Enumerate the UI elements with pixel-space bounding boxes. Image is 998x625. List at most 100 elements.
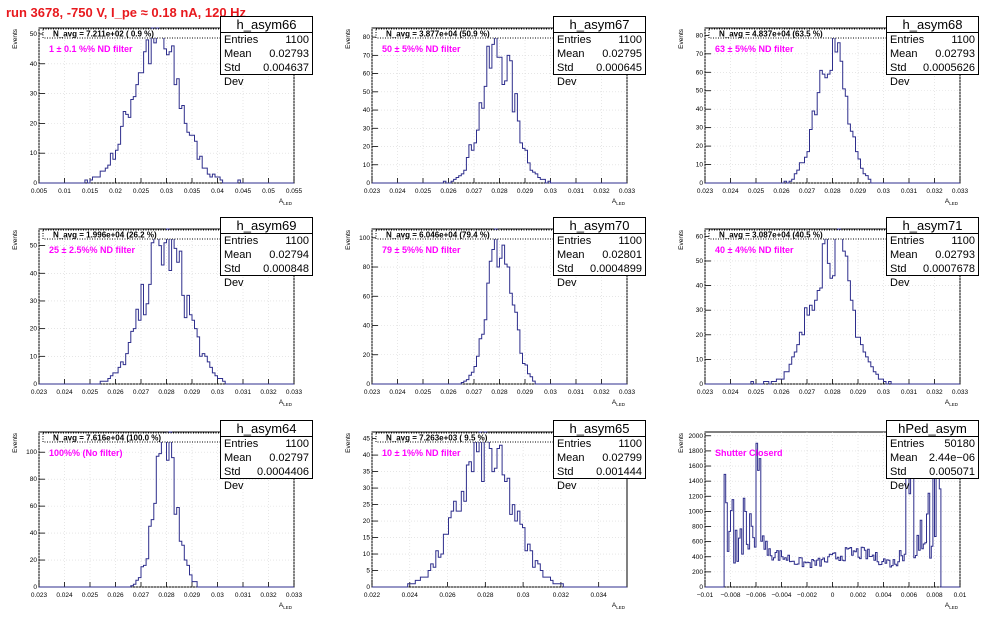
x-tick-label: 0.033 <box>286 592 303 599</box>
y-tick-label: 25 <box>363 502 371 509</box>
stat-value: 1100 <box>951 235 975 247</box>
y-tick-label: 20 <box>30 120 38 127</box>
navg-label: N_avg = 3.087e+04 (40.5 %) <box>719 231 823 240</box>
filter-label: Shutter Closerd <box>715 448 783 458</box>
x-tick-label: 0.027 <box>466 389 483 396</box>
stat-value: 0.004637 <box>263 62 309 74</box>
x-tick-label: 0.025 <box>748 389 765 396</box>
stat-value: 0.02795 <box>602 48 642 60</box>
x-tick-label: 0.04 <box>211 188 224 195</box>
stat-value: 0.02793 <box>269 48 309 60</box>
navg-label: N_avg = 7.263e+03 ( 9.5 %) <box>386 434 488 443</box>
y-tick-label: 60 <box>30 503 38 510</box>
x-tick-label: 0.034 <box>591 592 608 599</box>
x-tick-label: 0.029 <box>517 389 534 396</box>
x-tick-label: 0.023 <box>697 389 714 396</box>
y-axis-label: Events <box>678 229 685 250</box>
x-tick-label: 0.029 <box>850 188 867 195</box>
x-tick-label: 0.024 <box>722 389 739 396</box>
navg-label: N_avg = 1.996e+04 (26.2 %) <box>53 231 157 240</box>
x-tick-label: 0.029 <box>184 592 201 599</box>
navg-label: N_avg = 4.837e+04 (63.5 %) <box>719 30 823 39</box>
y-tick-label: 80 <box>363 34 371 41</box>
stat-value: 0.02793 <box>935 48 975 60</box>
x-tick-label: 0.023 <box>697 188 714 195</box>
x-tick-label: 0.024 <box>56 592 73 599</box>
y-tick-label: 400 <box>692 554 703 561</box>
x-tick-label: 0.01 <box>954 592 967 599</box>
y-tick-label: 20 <box>30 557 38 564</box>
filter-label: 50 ± 5%% ND filter <box>382 44 461 54</box>
stat-key: Std Dev <box>224 62 244 88</box>
y-tick-label: 60 <box>363 71 371 78</box>
stat-key: Entries <box>224 438 259 450</box>
stat-value: 1100 <box>285 34 309 46</box>
y-tick-label: 1000 <box>689 508 704 515</box>
x-tick-label: −0.004 <box>771 592 791 599</box>
x-tick-label: 0.025 <box>82 592 99 599</box>
y-tick-label: 70 <box>363 52 371 59</box>
x-tick-label: 0.008 <box>926 592 943 599</box>
stat-key: Std Dev <box>890 62 910 88</box>
x-tick-label: 0.024 <box>389 188 406 195</box>
histogram-name: h_asym71 <box>887 218 978 234</box>
x-tick-label: 0.025 <box>82 389 99 396</box>
stat-value: 50180 <box>944 438 975 450</box>
stat-value: 0.0005626 <box>923 62 975 74</box>
stat-key: Entries <box>224 34 259 46</box>
y-tick-label: 30 <box>696 125 704 132</box>
y-tick-label: 30 <box>30 298 38 305</box>
y-axis-label: Events <box>12 432 19 453</box>
histogram-name: h_asym67 <box>554 17 645 33</box>
navg-label: N_avg = 7.211e+02 ( 0.9 %) <box>53 30 154 39</box>
y-axis-label: Events <box>678 432 685 453</box>
stat-key: Mean <box>890 249 918 261</box>
y-tick-label: 40 <box>30 270 38 277</box>
x-tick-label: 0.03 <box>211 592 224 599</box>
filter-label: 100%% (No filter) <box>49 448 123 458</box>
x-tick-label: 0.028 <box>477 592 494 599</box>
stat-box-h_asym66: h_asym66 Entries 1100 Mean 0.02793 Std Dev 0.0… <box>220 16 313 88</box>
x-tick-label: 0.024 <box>389 389 406 396</box>
y-tick-label: 35 <box>363 469 371 476</box>
histogram-name: hPed_asym <box>887 421 978 437</box>
x-tick-label: 0.033 <box>619 188 636 195</box>
x-axis-label: ALED <box>945 602 959 610</box>
x-tick-label: 0.033 <box>619 389 636 396</box>
y-tick-label: 5 <box>366 568 370 575</box>
x-tick-label: 0.027 <box>799 389 816 396</box>
stat-box-h_asym69: h_asym69 Entries 1100 Mean 0.02794 Std Dev 0.0… <box>220 217 313 289</box>
y-axis-label: Events <box>345 432 352 453</box>
x-tick-label: 0.024 <box>722 188 739 195</box>
y-tick-label: 10 <box>363 551 371 558</box>
stat-key: Entries <box>224 235 259 247</box>
stat-key: Entries <box>890 34 925 46</box>
y-tick-label: 50 <box>363 89 371 96</box>
x-tick-label: 0.031 <box>568 188 585 195</box>
y-tick-label: 80 <box>363 264 371 271</box>
y-axis-label: Events <box>678 28 685 49</box>
y-tick-label: 0 <box>699 381 703 388</box>
x-tick-label: 0.032 <box>926 389 943 396</box>
y-tick-label: 20 <box>363 352 371 359</box>
stat-key: Std Dev <box>224 466 244 492</box>
stat-value: 0.000848 <box>263 263 309 275</box>
x-tick-label: 0.025 <box>133 188 150 195</box>
stat-value: 0.02797 <box>269 452 309 464</box>
x-tick-label: 0.026 <box>440 389 457 396</box>
histogram-name: h_asym70 <box>554 218 645 234</box>
x-tick-label: 0.025 <box>415 389 432 396</box>
y-tick-label: 15 <box>363 535 371 542</box>
x-tick-label: −0.01 <box>697 592 714 599</box>
stat-key: Entries <box>557 235 592 247</box>
x-axis-label: ALED <box>945 399 959 407</box>
x-tick-label: 0.027 <box>466 188 483 195</box>
y-tick-label: 1800 <box>689 448 704 455</box>
x-tick-label: 0.022 <box>364 592 381 599</box>
y-tick-label: 1200 <box>689 493 704 500</box>
x-tick-label: 0.028 <box>158 389 175 396</box>
y-tick-label: 40 <box>696 106 704 113</box>
stat-key: Std Dev <box>890 466 910 492</box>
histogram-line-h_asym70 <box>372 228 627 385</box>
stat-key: Std Dev <box>224 263 244 289</box>
